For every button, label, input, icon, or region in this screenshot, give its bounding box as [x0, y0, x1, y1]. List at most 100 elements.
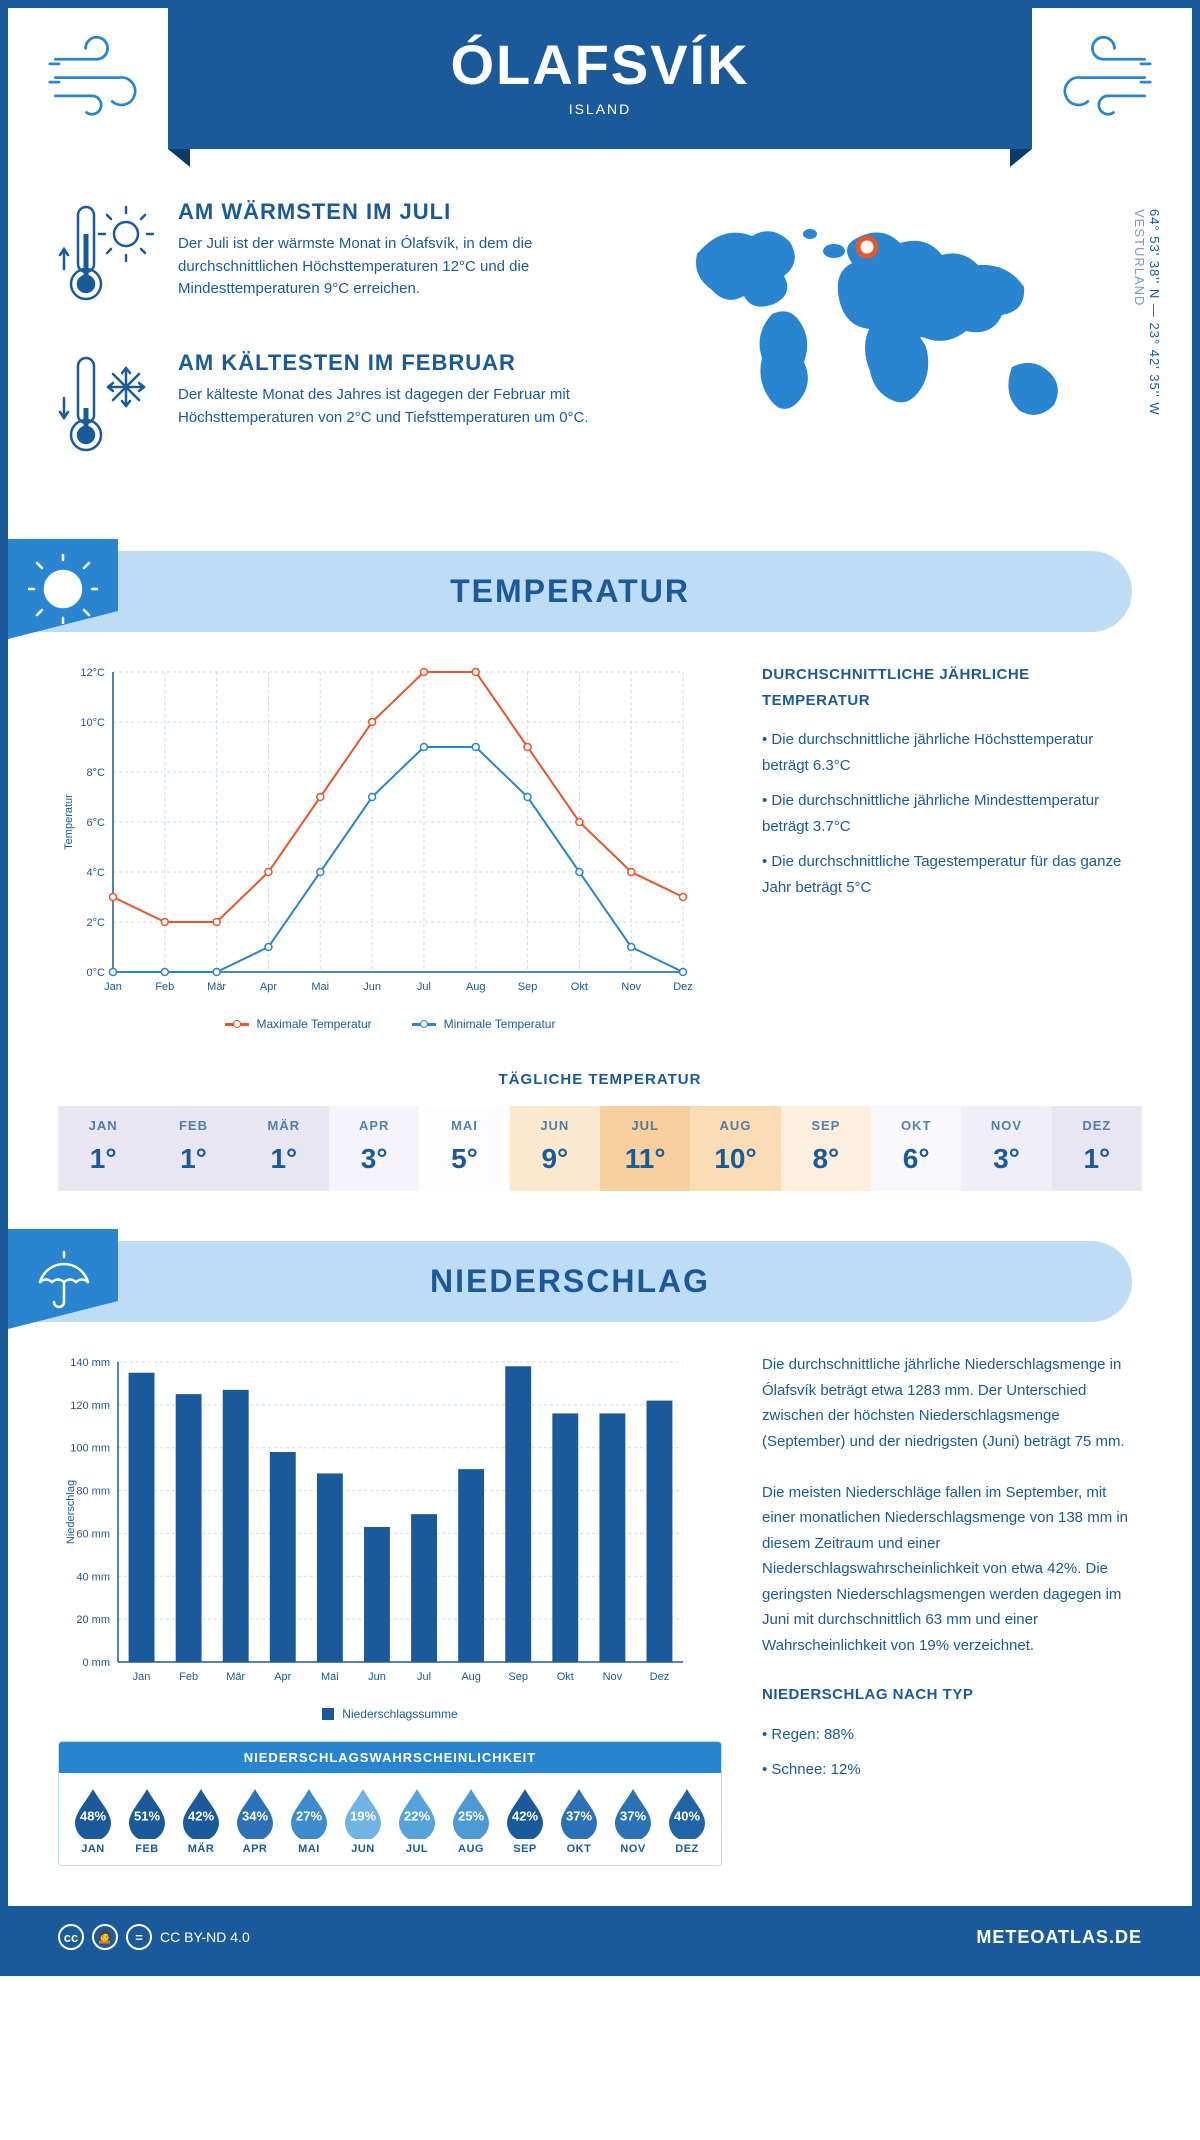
svg-text:Mär: Mär [226, 1671, 245, 1683]
daily-temp-cell: OKT6° [871, 1106, 961, 1191]
svg-text:Mär: Mär [207, 981, 226, 993]
svg-text:20 mm: 20 mm [76, 1614, 110, 1626]
precip-prob-cell: 34%APR [229, 1787, 281, 1855]
brand-label: METEOATLAS.DE [976, 1927, 1142, 1948]
precip-prob-cell: 51%FEB [121, 1787, 173, 1855]
svg-text:100 mm: 100 mm [70, 1443, 110, 1455]
temperature-info-bullet: Die durchschnittliche jährliche Mindestt… [762, 788, 1142, 839]
svg-text:12°C: 12°C [80, 667, 105, 679]
by-icon: 🙍 [92, 1924, 118, 1950]
world-map: 64° 53' 38'' N — 23° 42' 35'' W VESTURLA… [662, 199, 1142, 501]
svg-text:2°C: 2°C [87, 917, 106, 929]
precip-bytype-item: Regen: 88% [762, 1722, 1142, 1748]
title-banner: ÓLAFSVÍK ISLAND [168, 8, 1032, 149]
license: cc 🙍 = CC BY-ND 4.0 [58, 1924, 250, 1950]
svg-text:8°C: 8°C [87, 767, 106, 779]
temperature-section-header: TEMPERATUR [8, 551, 1132, 632]
precip-bytype-heading: NIEDERSCHLAG NACH TYP [762, 1682, 1142, 1708]
wind-icon [1042, 28, 1152, 123]
daily-temp-cell: JUL11° [600, 1106, 690, 1191]
svg-text:Feb: Feb [155, 981, 174, 993]
svg-text:40 mm: 40 mm [76, 1571, 110, 1583]
svg-text:Okt: Okt [557, 1671, 574, 1683]
location-title: ÓLAFSVÍK [168, 32, 1032, 97]
temperature-info-bullet: Die durchschnittliche jährliche Höchstte… [762, 727, 1142, 778]
coordinates: 64° 53' 38'' N — 23° 42' 35'' W VESTURLA… [1132, 209, 1162, 416]
header: ÓLAFSVÍK ISLAND [8, 8, 1192, 149]
intro-section: AM WÄRMSTEN IM JULI Der Juli ist der wär… [8, 149, 1192, 531]
precip-bytype-item: Schnee: 12% [762, 1757, 1142, 1783]
daily-temp-cell: NOV3° [961, 1106, 1051, 1191]
warmest-text: Der Juli ist der wärmste Monat in Ólafsv… [178, 233, 632, 301]
warmest-block: AM WÄRMSTEN IM JULI Der Juli ist der wär… [58, 199, 632, 314]
daily-temp-heading: TÄGLICHE TEMPERATUR [58, 1071, 1142, 1088]
svg-text:6°C: 6°C [87, 817, 106, 829]
nd-icon: = [126, 1924, 152, 1950]
svg-text:Jan: Jan [104, 981, 122, 993]
daily-temperature: TÄGLICHE TEMPERATUR JAN1°FEB1°MÄR1°APR3°… [58, 1071, 1142, 1191]
svg-text:140 mm: 140 mm [70, 1357, 110, 1369]
thermometer-sun-icon [58, 199, 158, 314]
cc-icon: cc [58, 1924, 84, 1950]
svg-text:Temperatur: Temperatur [63, 794, 75, 850]
svg-text:Jul: Jul [417, 1671, 431, 1683]
precipitation-info: Die durchschnittliche jährliche Niedersc… [762, 1352, 1142, 1866]
precip-prob-cell: 22%JUL [391, 1787, 443, 1855]
daily-temp-cell: FEB1° [148, 1106, 238, 1191]
svg-text:Apr: Apr [274, 1671, 291, 1683]
temperature-title: TEMPERATUR [8, 573, 1132, 610]
svg-text:4°C: 4°C [87, 867, 106, 879]
precip-prob-cell: 25%AUG [445, 1787, 497, 1855]
svg-text:Apr: Apr [260, 981, 277, 993]
precip-prob-cell: 48%JAN [67, 1787, 119, 1855]
svg-text:Jul: Jul [417, 981, 431, 993]
daily-temp-cell: JAN1° [58, 1106, 148, 1191]
daily-temp-cell: DEZ1° [1052, 1106, 1142, 1191]
svg-text:0 mm: 0 mm [83, 1657, 111, 1669]
svg-text:Sep: Sep [518, 981, 538, 993]
precipitation-probability: NIEDERSCHLAGSWAHRSCHEINLICHKEIT 48%JAN51… [58, 1741, 722, 1866]
precip-prob-cell: 42%SEP [499, 1787, 551, 1855]
svg-text:10°C: 10°C [80, 717, 105, 729]
svg-text:Nov: Nov [603, 1671, 623, 1683]
svg-text:Okt: Okt [571, 981, 588, 993]
thermometer-snow-icon [58, 350, 158, 465]
temperature-chart: 0°C 2°C 4°C 6°C 8°C 10°C 12°C Jan Feb Mär Apr Mai Ju… [58, 662, 722, 1031]
svg-text:Mai: Mai [321, 1671, 339, 1683]
svg-text:Nov: Nov [621, 981, 641, 993]
temperature-info: DURCHSCHNITTLICHE JÄHRLICHE TEMPERATUR D… [762, 662, 1142, 1031]
svg-text:120 mm: 120 mm [70, 1400, 110, 1412]
precipitation-chart: 0 mm20 mm40 mm60 mm80 mm100 mm120 mm140 … [58, 1352, 722, 1866]
temperature-info-heading: DURCHSCHNITTLICHE JÄHRLICHE TEMPERATUR [762, 662, 1142, 713]
sun-icon [8, 539, 118, 639]
precip-prob-cell: 42%MÄR [175, 1787, 227, 1855]
warmest-title: AM WÄRMSTEN IM JULI [178, 199, 632, 225]
precip-prob-cell: 27%MAI [283, 1787, 335, 1855]
temperature-legend: .lsw[style*='e8562a']::after{border-colo… [58, 1017, 722, 1031]
svg-text:Jun: Jun [363, 981, 381, 993]
svg-text:Jun: Jun [368, 1671, 386, 1683]
coldest-title: AM KÄLTESTEN IM FEBRUAR [178, 350, 632, 376]
svg-text:Aug: Aug [466, 981, 486, 993]
location-subtitle: ISLAND [168, 101, 1032, 117]
daily-temp-cell: MAI5° [419, 1106, 509, 1191]
precip-prob-cell: 37%OKT [553, 1787, 605, 1855]
precip-prob-cell: 40%DEZ [661, 1787, 713, 1855]
license-label: CC BY-ND 4.0 [160, 1929, 250, 1945]
svg-text:Dez: Dez [650, 1671, 670, 1683]
precip-prob-heading: NIEDERSCHLAGSWAHRSCHEINLICHKEIT [59, 1742, 721, 1773]
daily-temp-cell: SEP8° [781, 1106, 871, 1191]
precip-prob-cell: 37%NOV [607, 1787, 659, 1855]
precipitation-legend: Niederschlagssumme [58, 1707, 722, 1721]
svg-text:Dez: Dez [673, 981, 693, 993]
precipitation-section-header: NIEDERSCHLAG [8, 1241, 1132, 1322]
svg-text:Aug: Aug [461, 1671, 481, 1683]
umbrella-icon [8, 1229, 118, 1329]
daily-temp-cell: AUG10° [690, 1106, 780, 1191]
precipitation-title: NIEDERSCHLAG [8, 1263, 1132, 1300]
svg-text:Mai: Mai [311, 981, 329, 993]
svg-text:Feb: Feb [179, 1671, 198, 1683]
daily-temp-cell: MÄR1° [239, 1106, 329, 1191]
coldest-block: AM KÄLTESTEN IM FEBRUAR Der kälteste Mon… [58, 350, 632, 465]
svg-text:0°C: 0°C [87, 967, 106, 979]
